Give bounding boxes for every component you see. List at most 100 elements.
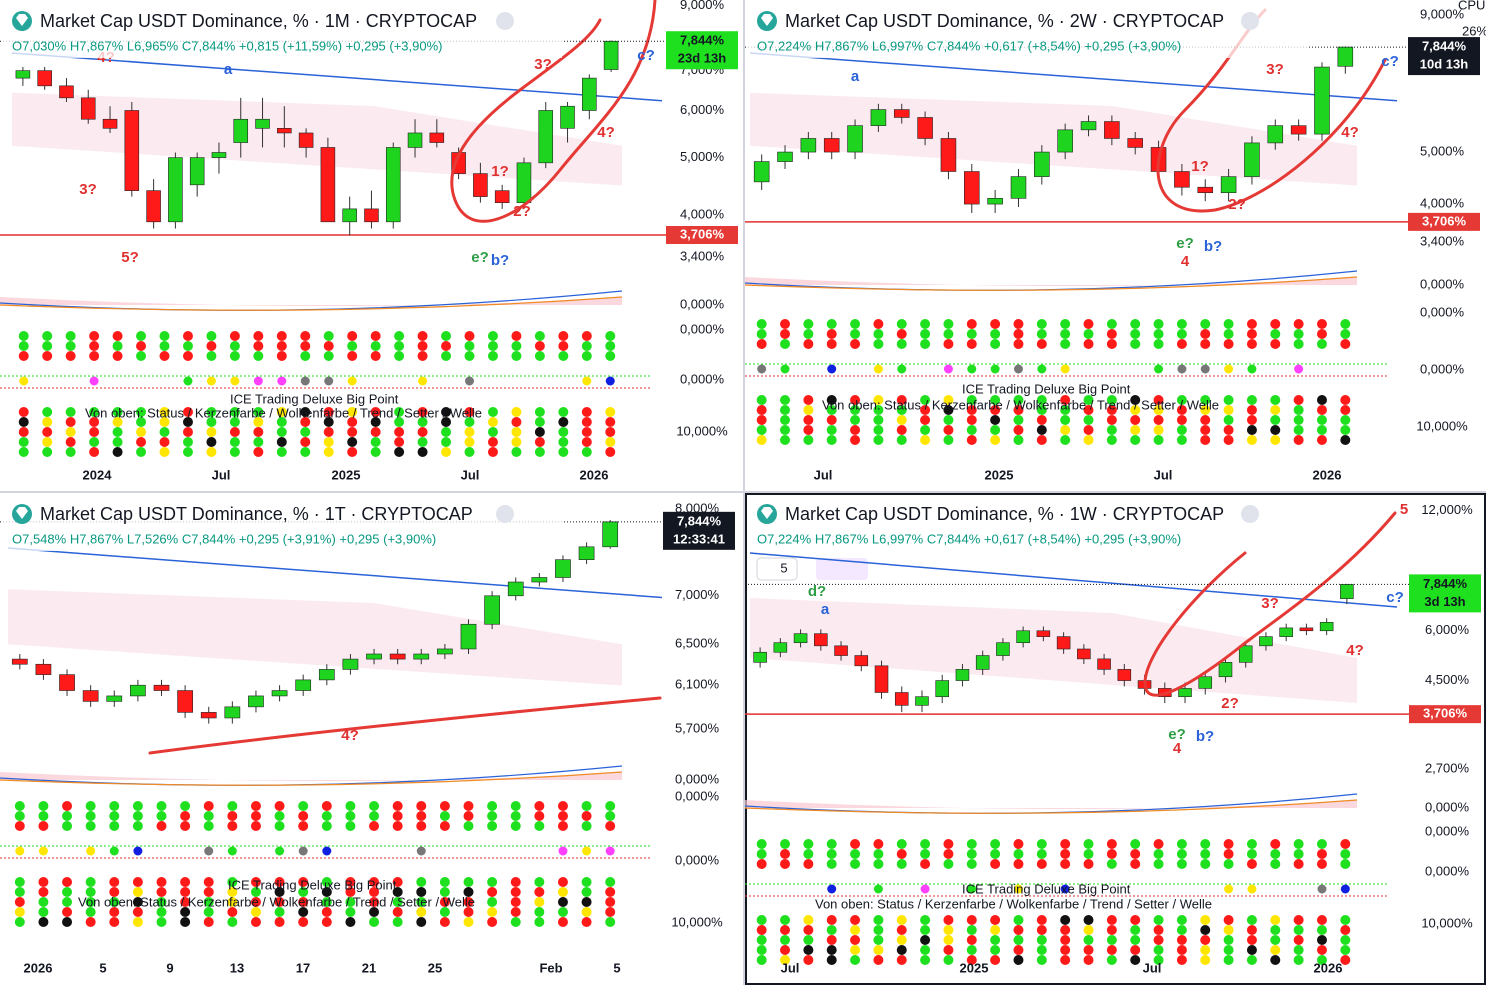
status-dot — [206, 341, 217, 351]
signal-dot — [86, 846, 96, 856]
status-dot — [1246, 935, 1257, 945]
candle-body — [1220, 176, 1237, 194]
candle-body — [777, 151, 793, 162]
status-dot — [89, 351, 100, 361]
status-dot — [1246, 839, 1257, 849]
signal-dot — [605, 376, 615, 386]
status-dot — [1036, 339, 1047, 349]
status-dot — [345, 877, 356, 887]
status-dot — [206, 417, 217, 427]
status-dot — [14, 917, 25, 927]
status-dot — [369, 821, 380, 831]
status-dot — [321, 801, 332, 811]
status-dot — [298, 877, 309, 887]
settings-icon[interactable] — [1241, 505, 1259, 523]
candle-body — [531, 577, 548, 583]
status-dot — [370, 437, 381, 447]
status-dot — [966, 839, 977, 849]
x-tick-label: 2026 — [24, 960, 53, 975]
indicator-axis-label: 10,000% — [676, 423, 728, 438]
status-dot — [1223, 405, 1234, 415]
last-price-tag — [663, 511, 735, 550]
status-dot — [943, 329, 954, 339]
status-dot — [1036, 405, 1047, 415]
status-dot — [229, 407, 240, 417]
indicator-axis-label: 0,000% — [680, 371, 725, 386]
symbol-icon-glyph — [761, 14, 773, 26]
status-dot — [850, 925, 861, 935]
status-dot — [1340, 329, 1351, 339]
status-dot — [1223, 329, 1234, 339]
status-dot — [42, 351, 53, 361]
settings-icon[interactable] — [496, 12, 514, 30]
status-dot — [920, 925, 931, 935]
status-dot — [990, 329, 1001, 339]
status-dot — [347, 331, 358, 341]
y-tick-label: 5,000% — [680, 149, 725, 164]
status-dot — [487, 417, 498, 427]
alert-button[interactable] — [816, 558, 868, 580]
candle-body — [975, 655, 990, 670]
settings-icon[interactable] — [1241, 12, 1259, 30]
status-dot — [943, 319, 954, 329]
status-dot — [943, 839, 954, 849]
status-dot — [250, 801, 261, 811]
status-dot — [803, 925, 814, 935]
candle-body — [996, 642, 1010, 656]
status-dot — [112, 331, 123, 341]
status-dot — [394, 417, 405, 427]
oscillator-area — [0, 772, 622, 782]
status-dot — [780, 935, 791, 945]
status-dot — [605, 341, 616, 351]
status-dot — [780, 955, 791, 965]
interval-button[interactable] — [756, 557, 798, 581]
status-dot — [14, 907, 25, 917]
status-dot — [1106, 405, 1117, 415]
status-dot — [896, 435, 907, 445]
status-dot — [394, 341, 405, 351]
status-dot — [439, 801, 450, 811]
status-dot — [182, 351, 193, 361]
status-dot — [1036, 329, 1047, 339]
status-dot — [756, 935, 767, 945]
status-dot — [487, 897, 498, 907]
status-dot — [42, 437, 53, 447]
candle-body — [1080, 121, 1097, 131]
signal-dot — [227, 846, 237, 856]
status-dot — [1083, 945, 1094, 955]
status-dot — [253, 417, 264, 427]
status-dot — [1293, 319, 1304, 329]
status-dot — [394, 427, 405, 437]
status-dot — [1200, 935, 1211, 945]
status-dot — [510, 917, 521, 927]
status-dot — [274, 907, 285, 917]
status-dot — [1316, 945, 1327, 955]
status-dot — [1130, 405, 1141, 415]
candle-body — [82, 690, 99, 702]
status-dot — [1153, 395, 1164, 405]
status-dot — [274, 887, 285, 897]
y-tick-label: 6,500% — [675, 635, 720, 650]
status-dot — [323, 447, 334, 457]
settings-icon[interactable] — [496, 505, 514, 523]
status-dot — [1223, 839, 1234, 849]
status-dot — [605, 407, 616, 417]
status-dot — [1316, 319, 1327, 329]
status-dot — [89, 437, 100, 447]
status-dot — [89, 331, 100, 341]
status-dot — [850, 945, 861, 955]
status-dot — [14, 877, 25, 887]
status-dot — [803, 935, 814, 945]
interval-value[interactable]: 5 — [780, 560, 787, 575]
status-dot — [534, 351, 545, 361]
last-price-tag — [666, 31, 738, 70]
status-dot — [1223, 415, 1234, 425]
candle-body — [255, 118, 270, 129]
status-dot — [132, 877, 143, 887]
status-dot — [1293, 925, 1304, 935]
candle-body — [494, 190, 510, 203]
oscillator-area — [745, 800, 1357, 810]
indicator-axis-label: 10,000% — [1416, 418, 1468, 433]
status-dot — [510, 907, 521, 917]
status-dot — [464, 427, 475, 437]
